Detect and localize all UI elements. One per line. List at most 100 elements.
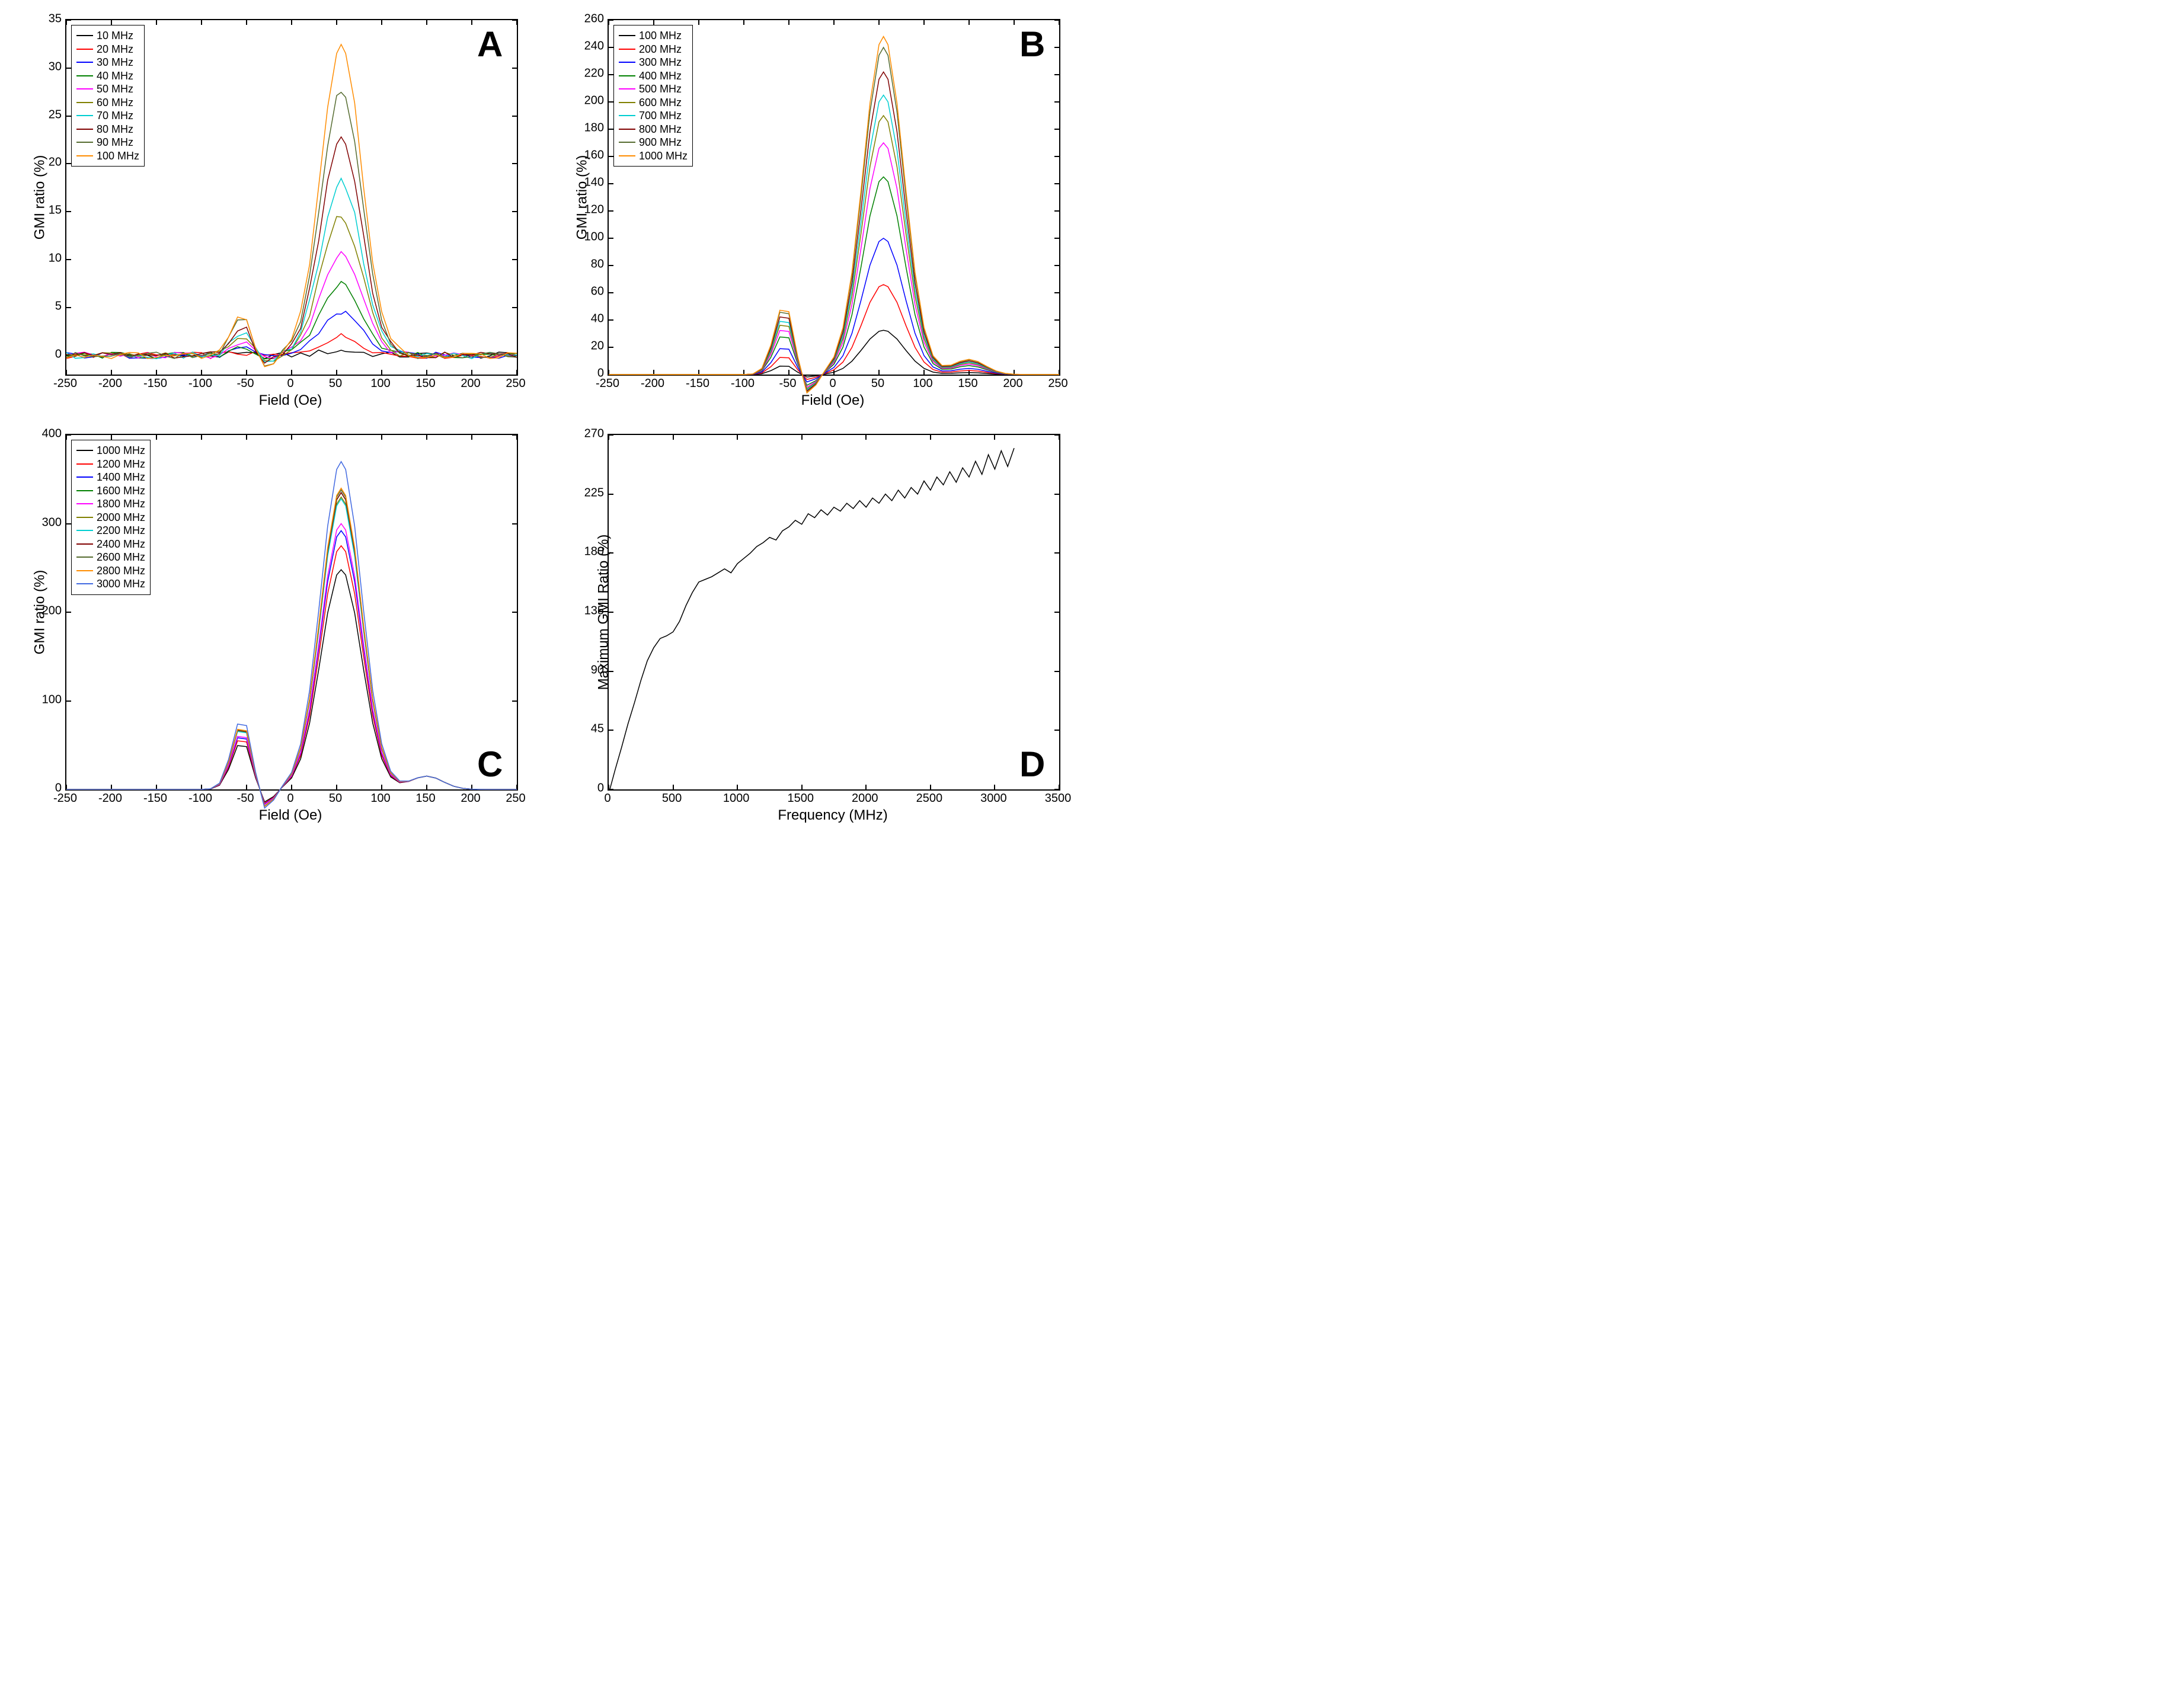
xtick-label: 200 [461, 377, 480, 391]
legend-item: 40 MHz [76, 69, 139, 83]
series-line [66, 252, 517, 359]
legend-label: 80 MHz [97, 123, 133, 136]
legend-label: 200 MHz [639, 43, 682, 56]
series-line [610, 448, 1014, 789]
legend-item: 1400 MHz [76, 471, 145, 484]
ytick-label: 10 [49, 252, 62, 266]
legend-item: 100 MHz [619, 29, 688, 43]
legend-swatch [76, 88, 93, 89]
legend-label: 20 MHz [97, 43, 133, 56]
legend-label: 2000 MHz [97, 511, 145, 524]
legend-item: 80 MHz [76, 123, 139, 136]
ytick-label: 100 [42, 693, 62, 706]
ytick-label: 5 [55, 299, 62, 313]
legend-label: 800 MHz [639, 123, 682, 136]
ytick-label: 80 [591, 258, 604, 271]
legend: 100 MHz200 MHz300 MHz400 MHz500 MHz600 M… [613, 25, 693, 167]
legend-label: 1400 MHz [97, 471, 145, 484]
legend-item: 10 MHz [76, 29, 139, 43]
plot-area [608, 434, 1060, 791]
legend-item: 2800 MHz [76, 564, 145, 578]
legend-item: 1800 MHz [76, 497, 145, 511]
ytick-label: 240 [584, 40, 604, 53]
xtick-label: 200 [461, 792, 480, 805]
xtick-label: -250 [53, 792, 77, 805]
legend-item: 2600 MHz [76, 551, 145, 564]
legend-item: 90 MHz [76, 136, 139, 149]
legend-item: 70 MHz [76, 109, 139, 123]
y-axis-label: Maximum GMI Ratio (%) [595, 535, 612, 690]
xtick-label: 100 [370, 792, 390, 805]
xtick-label: -200 [641, 377, 664, 391]
xtick-label: 50 [329, 377, 342, 391]
x-axis-label: Frequency (MHz) [778, 807, 887, 824]
panel-letter: C [477, 744, 503, 785]
legend-label: 100 MHz [97, 149, 139, 163]
legend-item: 1200 MHz [76, 458, 145, 471]
legend-swatch [76, 530, 93, 531]
panel-d: 0459013518022527005001000150020002500300… [554, 427, 1067, 830]
xtick-label: 3500 [1045, 792, 1072, 805]
xtick-label: -50 [237, 377, 254, 391]
series-line [609, 143, 1059, 387]
xtick-label: -50 [779, 377, 797, 391]
xtick-label: -250 [53, 377, 77, 391]
xtick-label: 250 [506, 792, 525, 805]
legend-swatch [619, 155, 635, 156]
legend-label: 1200 MHz [97, 458, 145, 471]
legend-item: 900 MHz [619, 136, 688, 149]
legend-swatch [76, 503, 93, 504]
legend-label: 600 MHz [639, 96, 682, 110]
panel-c: 0100200300400-250-200-150-100-5005010015… [12, 427, 525, 830]
ytick-label: 30 [49, 60, 62, 73]
xtick-label: -150 [686, 377, 709, 391]
legend-swatch [619, 88, 635, 89]
legend-swatch [619, 75, 635, 76]
xtick-label: 0 [287, 792, 293, 805]
legend-label: 900 MHz [639, 136, 682, 149]
legend-swatch [76, 142, 93, 143]
legend-swatch [619, 129, 635, 130]
legend-item: 300 MHz [619, 56, 688, 69]
ytick-label: 270 [584, 427, 604, 441]
legend-item: 700 MHz [619, 109, 688, 123]
legend-swatch [619, 142, 635, 143]
xtick-label: -150 [143, 792, 167, 805]
legend-label: 10 MHz [97, 29, 133, 43]
legend-item: 1000 MHz [76, 444, 145, 458]
legend-swatch [76, 35, 93, 36]
xtick-label: 2500 [916, 792, 943, 805]
ytick-label: 35 [49, 12, 62, 26]
legend-swatch [76, 517, 93, 518]
legend-swatch [76, 75, 93, 76]
legend-label: 1000 MHz [639, 149, 688, 163]
legend-swatch [76, 476, 93, 478]
legend-label: 300 MHz [639, 56, 682, 69]
ytick-label: 0 [55, 347, 62, 361]
ytick-label: 25 [49, 108, 62, 121]
legend-label: 60 MHz [97, 96, 133, 110]
legend-label: 1800 MHz [97, 497, 145, 511]
legend-swatch [76, 543, 93, 545]
xtick-label: 150 [958, 377, 977, 391]
legend-item: 2400 MHz [76, 538, 145, 551]
legend-label: 100 MHz [639, 29, 682, 43]
xtick-label: 2000 [852, 792, 878, 805]
xtick-label: 0 [604, 792, 610, 805]
legend-swatch [76, 450, 93, 451]
xtick-label: -200 [98, 377, 122, 391]
legend-swatch [76, 62, 93, 63]
y-axis-label: GMI ratio (%) [31, 155, 48, 240]
panel-a: 05101520253035-250-200-150-100-500501001… [12, 12, 525, 415]
legend-swatch [76, 463, 93, 465]
legend-label: 2600 MHz [97, 551, 145, 564]
panel-letter: A [477, 24, 503, 65]
xtick-label: 100 [913, 377, 932, 391]
legend-label: 90 MHz [97, 136, 133, 149]
x-axis-label: Field (Oe) [259, 807, 322, 824]
legend-label: 70 MHz [97, 109, 133, 123]
ytick-label: 200 [584, 94, 604, 108]
x-axis-label: Field (Oe) [801, 392, 865, 409]
legend-item: 1600 MHz [76, 484, 145, 498]
legend-item: 200 MHz [619, 43, 688, 56]
